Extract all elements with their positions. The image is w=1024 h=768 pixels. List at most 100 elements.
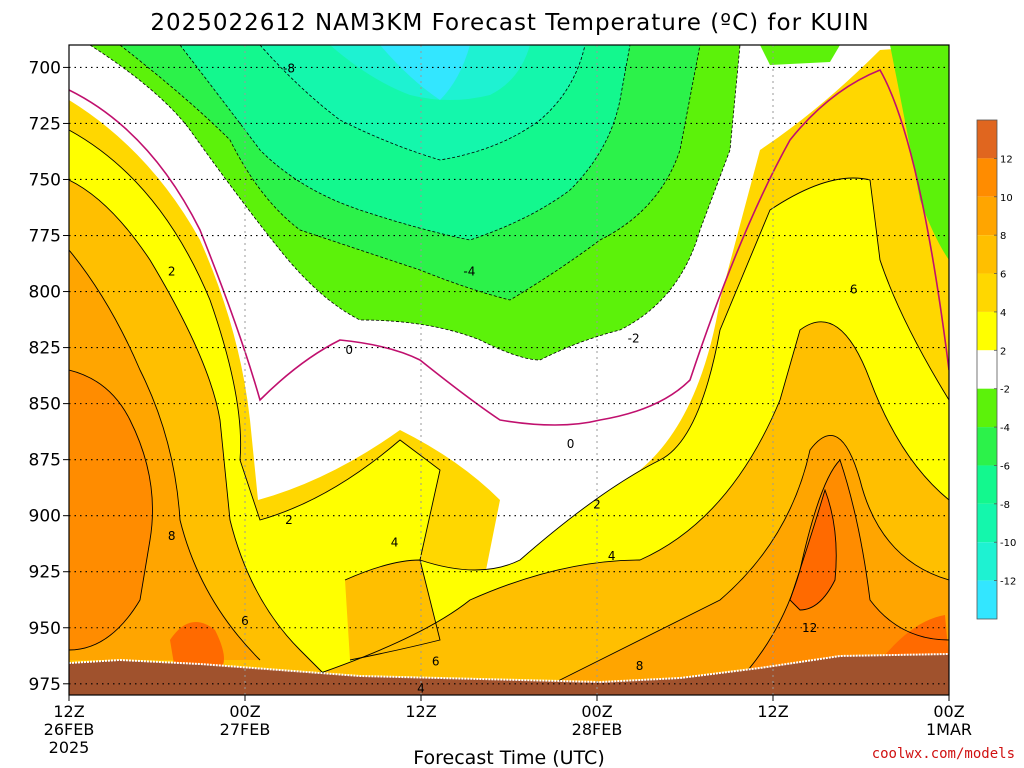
contour-label: 6 bbox=[432, 654, 440, 668]
y-tick-label: 825 bbox=[29, 339, 61, 359]
colorbar-bin bbox=[977, 465, 997, 504]
credit-text: coolwx.com/models bbox=[872, 746, 1015, 762]
contour-label: 4 bbox=[608, 549, 616, 563]
y-tick-label: 900 bbox=[29, 507, 61, 527]
field-warm-10 bbox=[69, 370, 153, 650]
terrain-ground bbox=[69, 654, 949, 695]
x-tick-label: 27FEB bbox=[220, 720, 271, 739]
contour-label: -8 bbox=[283, 62, 295, 76]
colorbar-tick-label: 8 bbox=[1000, 231, 1006, 242]
colorbar-tick-label: -4 bbox=[1000, 423, 1010, 434]
colorbar-bin bbox=[977, 427, 997, 466]
colorbar-tick-label: -8 bbox=[1000, 500, 1010, 511]
x-tick-label: 28FEB bbox=[572, 720, 623, 739]
y-tick-label: 775 bbox=[29, 227, 61, 247]
colorbar-tick-label: 2 bbox=[1000, 346, 1006, 357]
colorbar-tick-label: -10 bbox=[1000, 538, 1016, 549]
y-axis-ticks: 700 725 750 775 800 825 850 875 900 925 950 975 bbox=[29, 58, 69, 695]
colorbar-bin bbox=[977, 196, 997, 236]
y-tick-label: 725 bbox=[29, 114, 61, 134]
field-warm-core-12b bbox=[885, 615, 949, 660]
contour-label: 2 bbox=[285, 513, 293, 527]
x-tick-label: 12Z bbox=[757, 702, 788, 721]
contour-minus4 bbox=[119, 45, 701, 301]
contour-label: -2 bbox=[628, 332, 640, 346]
contour-label: 4 bbox=[417, 681, 425, 695]
colorbar-tick-label: 12 bbox=[1000, 154, 1013, 165]
x-tick-label: 26FEB bbox=[44, 720, 95, 739]
colorbar-frame bbox=[976, 119, 998, 620]
field-warm-left-core bbox=[170, 622, 224, 670]
x-tick-label: 1MAR bbox=[926, 720, 972, 739]
field-green-right bbox=[890, 45, 949, 260]
contour-label: 6 bbox=[850, 282, 858, 296]
y-tick-label: 700 bbox=[29, 58, 61, 78]
x-tick-label: 00Z bbox=[933, 702, 964, 721]
grid-vertical bbox=[69, 45, 949, 695]
x-tick-label: 2025 bbox=[49, 738, 90, 757]
field-warm-core-12 bbox=[790, 490, 837, 610]
contour-minus6 bbox=[179, 45, 631, 241]
contour-label: 8 bbox=[636, 659, 644, 673]
terrain-surface-line bbox=[69, 653, 949, 684]
colorbar-bin bbox=[977, 350, 997, 389]
x-tick-label: 00Z bbox=[581, 702, 612, 721]
colorbar-tick-label: -6 bbox=[1000, 461, 1010, 472]
field-green-12 bbox=[380, 45, 470, 100]
contour-plus4-left bbox=[69, 179, 331, 681]
contour-label: 2 bbox=[593, 497, 601, 511]
colorbar-bin bbox=[977, 311, 997, 351]
contour-label: 2 bbox=[168, 264, 176, 278]
contour-minus2 bbox=[89, 45, 741, 361]
colorbar-bin bbox=[977, 120, 997, 159]
colorbar-bin bbox=[977, 273, 997, 312]
x-tick-label: 12Z bbox=[405, 702, 436, 721]
y-tick-label: 800 bbox=[29, 283, 61, 303]
colorbar-bin bbox=[977, 580, 997, 619]
colorbar-bin bbox=[977, 503, 997, 543]
chart-title: 2025022612 NAM3KM Forecast Temperature (… bbox=[150, 10, 869, 36]
y-tick-label: 950 bbox=[29, 619, 61, 639]
x-tick-label: 00Z bbox=[229, 702, 260, 721]
contour-label: 8 bbox=[168, 529, 176, 543]
y-tick-label: 925 bbox=[29, 563, 61, 583]
field-green-right-2 bbox=[760, 45, 840, 65]
y-tick-label: 850 bbox=[29, 395, 61, 415]
contour-plus8-left bbox=[69, 369, 153, 651]
colorbar-tick-label: -2 bbox=[1000, 385, 1010, 396]
contour-plus12 bbox=[789, 488, 837, 611]
colorbar-tick-label: 6 bbox=[1000, 270, 1006, 281]
contour-plus6-mid bbox=[344, 559, 441, 661]
colorbar-tick-label: -12 bbox=[1000, 577, 1016, 588]
x-tick-label: 12Z bbox=[53, 702, 84, 721]
contour-label: 0 bbox=[567, 437, 575, 451]
colorbar: 12 10 8 6 4 2 -2 -4 -6 -8 -10 -12 bbox=[976, 119, 1016, 620]
contour-zero bbox=[69, 68, 949, 426]
contour-plus6-left bbox=[69, 249, 261, 661]
y-tick-label: 975 bbox=[29, 675, 61, 695]
colorbar-tick-label: 4 bbox=[1000, 308, 1006, 319]
colorbar-bin bbox=[977, 235, 997, 274]
contour-label: 6 bbox=[241, 614, 249, 628]
contour-label: 4 bbox=[391, 536, 399, 550]
grid-horizontal bbox=[69, 66, 949, 685]
colorbar-bin bbox=[977, 388, 997, 428]
contour-plus6-right bbox=[539, 435, 949, 691]
contour-label: -4 bbox=[463, 264, 475, 278]
colorbar-bin bbox=[977, 542, 997, 581]
field-warm-bottom-10 bbox=[730, 460, 949, 690]
colorbar-tick-label: 10 bbox=[1000, 193, 1013, 204]
contour-label: 12 bbox=[802, 621, 817, 635]
y-tick-label: 750 bbox=[29, 170, 61, 190]
x-axis-label: Forecast Time (UTC) bbox=[413, 747, 604, 768]
colorbar-bin bbox=[977, 158, 997, 197]
contour-minus8 bbox=[259, 45, 586, 161]
plot-frame bbox=[68, 44, 950, 696]
contour-label: 0 bbox=[345, 343, 353, 357]
y-tick-label: 875 bbox=[29, 451, 61, 471]
contour-plus4-right bbox=[299, 321, 949, 681]
